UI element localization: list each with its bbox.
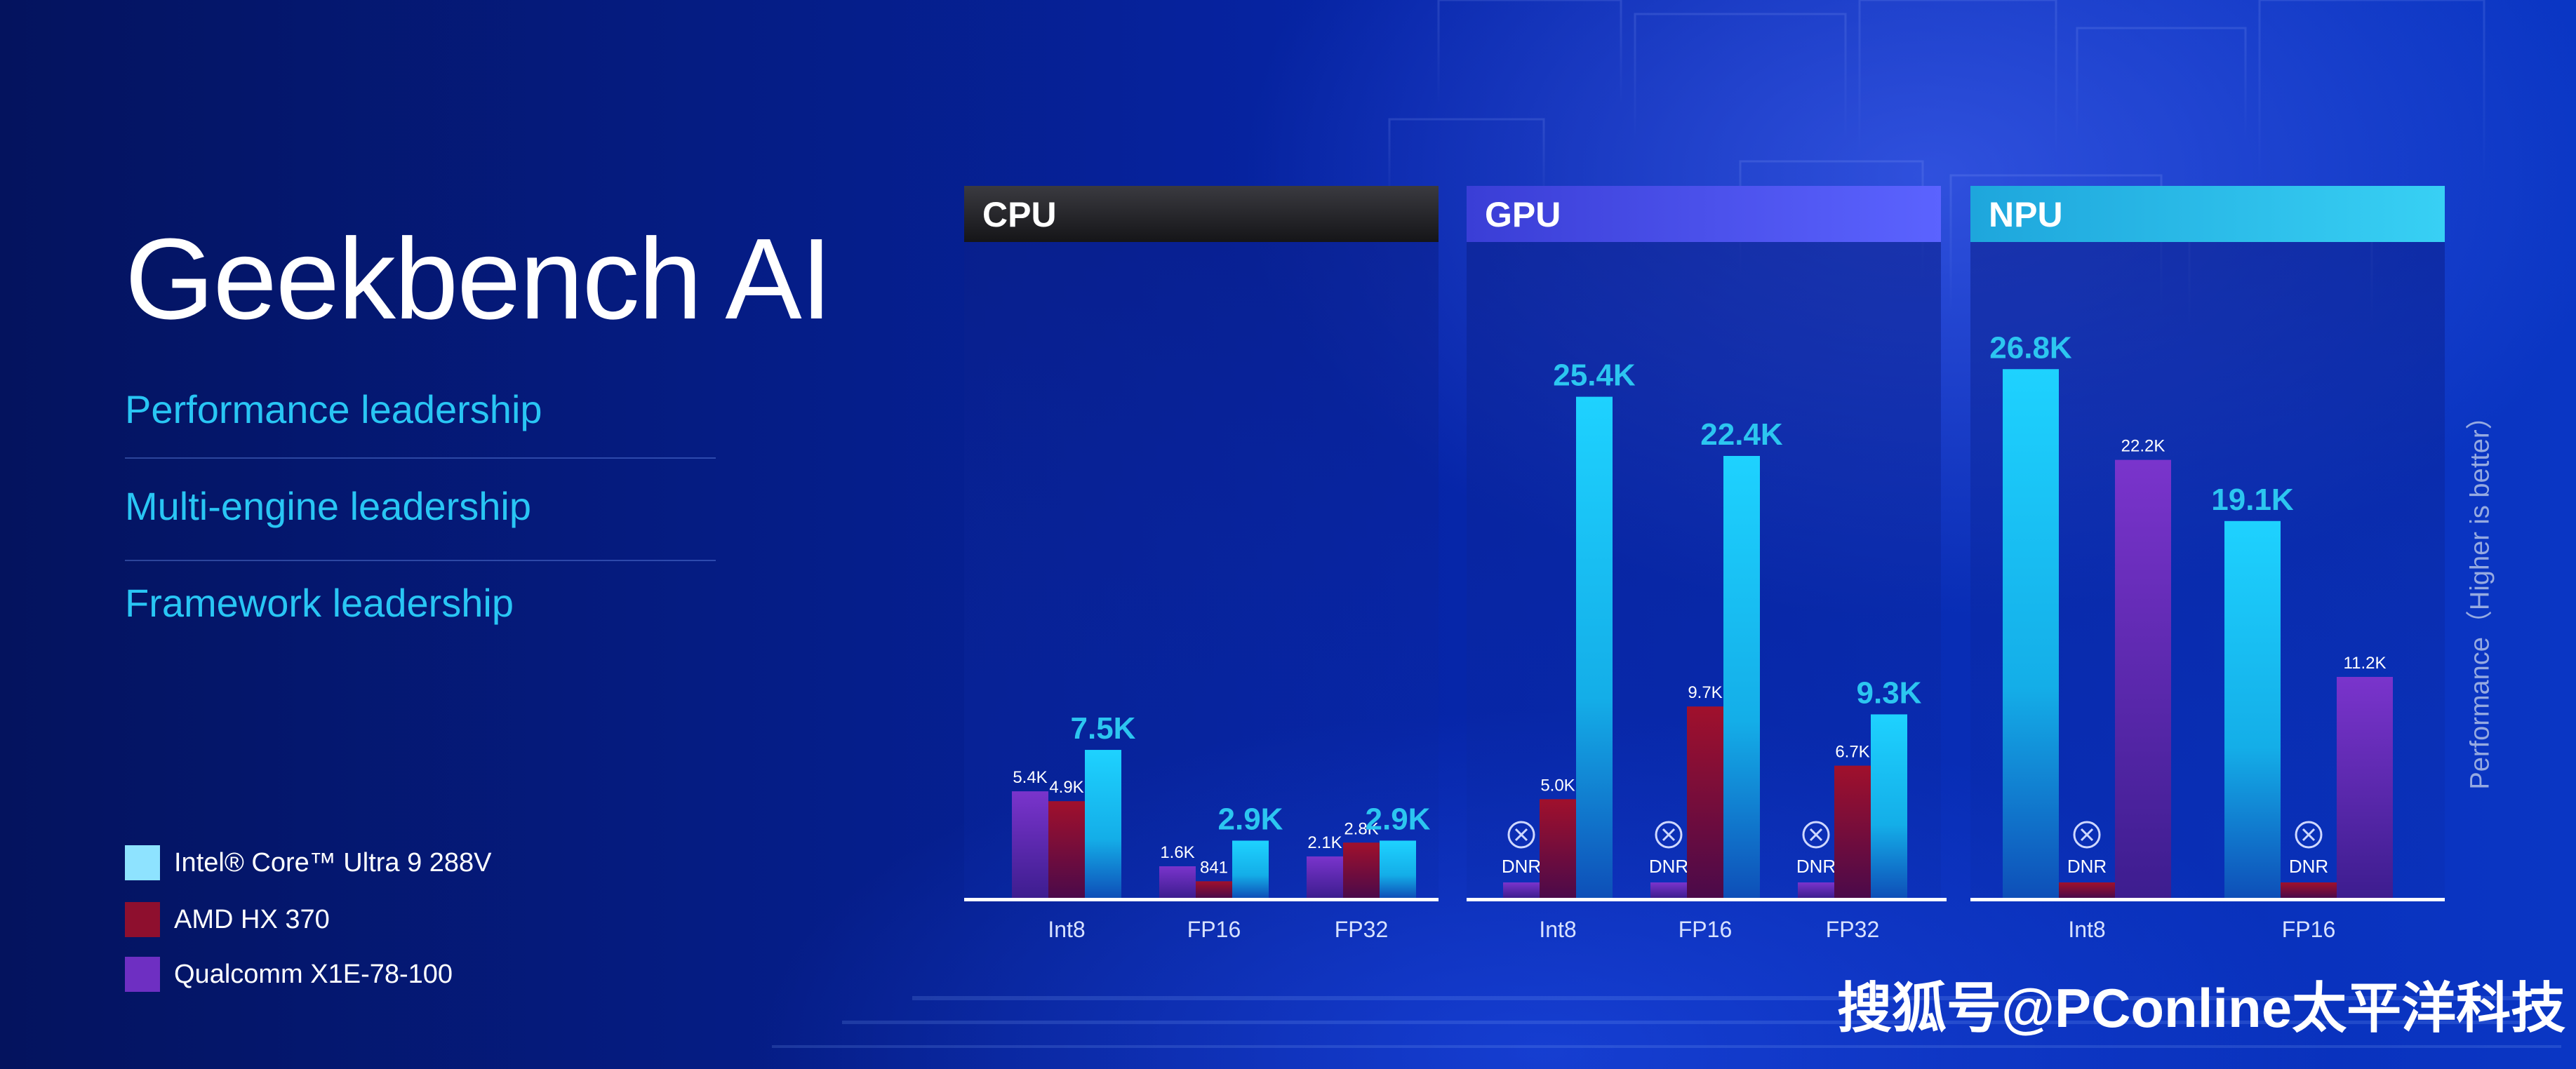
bar-value-label: 2.8K <box>1344 819 1378 838</box>
bar-intel <box>1380 840 1416 898</box>
bar-qualcomm <box>1012 791 1048 898</box>
bar-qualcomm <box>1307 856 1343 898</box>
bar-qualcomm <box>2337 677 2393 898</box>
bar-amd <box>1048 801 1085 898</box>
page-title: Geekbench AI <box>125 215 832 343</box>
bar-value-label: 2.9K <box>1218 802 1283 836</box>
legend-label: Intel® Core™ Ultra 9 288V <box>174 847 492 878</box>
chart-panel-cpu: CPU5.4K4.9K7.5KInt81.6K8412.9KFP162.1K2.… <box>964 186 1439 942</box>
panel-header <box>1970 186 2445 242</box>
dnr-icon-cross <box>1809 828 1823 842</box>
dnr-icon <box>1655 821 1683 849</box>
watermark: 搜狐号@PConline太平洋科技 <box>1837 977 2566 1039</box>
bar-qualcomm-dnr <box>1503 882 1540 898</box>
dnr-icon-cross <box>2302 828 2316 842</box>
bar-value-label: 9.7K <box>1688 683 1722 702</box>
bar-intel <box>2224 520 2281 898</box>
bar-intel <box>1232 840 1269 898</box>
bar-amd-dnr <box>2059 882 2115 898</box>
bar-value-label: 4.9K <box>1049 778 1083 797</box>
bar-value-label: 19.1K <box>2211 483 2294 517</box>
bar-amd-dnr <box>2281 882 2337 898</box>
dnr-icon <box>1507 821 1535 849</box>
subtitle-performance: Performance leadership <box>125 387 542 431</box>
legend-swatch <box>125 957 160 992</box>
bar-value-label: 2.9K <box>1366 802 1431 836</box>
bar-intel <box>1871 714 1907 898</box>
bar-qualcomm <box>2115 459 2171 898</box>
subtitle-multi-engine: Multi-engine leadership <box>125 484 532 528</box>
dnr-icon <box>2073 821 2101 849</box>
bar-value-label: 841 <box>1200 858 1228 877</box>
bar-intel <box>1576 396 1613 898</box>
dnr-icon <box>2295 821 2323 849</box>
bar-value-label: 2.1K <box>1307 833 1342 852</box>
subtitle-framework: Framework leadership <box>125 581 514 625</box>
baseline <box>1970 898 2445 901</box>
subtitle-divider <box>125 560 716 561</box>
category-label: FP32 <box>1826 917 1879 942</box>
panel-header <box>1467 186 1941 242</box>
bar-amd <box>1834 765 1871 898</box>
bar-value-label: 7.5K <box>1071 711 1136 746</box>
category-label: FP16 <box>1187 917 1241 942</box>
bar-intel <box>1085 750 1121 898</box>
panel-header <box>964 186 1439 242</box>
dnr-icon-cross <box>2080 828 2094 842</box>
bar-qualcomm <box>1159 866 1196 898</box>
bar-amd <box>1540 799 1576 898</box>
category-label: FP16 <box>1679 917 1732 942</box>
bar-intel <box>2003 369 2059 898</box>
chart-panel-gpu: GPU DNR 5.0K 25.4K Int8 DNR 9.7K 22.4K FP16 DNR 6.… <box>1467 186 1947 942</box>
legend-swatch <box>125 902 160 937</box>
dnr-icon-cross <box>1514 828 1528 842</box>
baseline <box>1467 898 1947 901</box>
bar-value-label: 6.7K <box>1835 743 1869 762</box>
legend-item-intel: Intel® Core™ Ultra 9 288V <box>125 844 492 882</box>
legend-label: AMD HX 370 <box>174 904 330 934</box>
panel-title: GPU <box>1485 195 1561 234</box>
bar-value-label: 22.4K <box>1700 417 1783 452</box>
bar-label-dnr: DNR <box>1502 856 1541 877</box>
panel-title: NPU <box>1989 195 2063 234</box>
category-label: Int8 <box>1048 917 1085 942</box>
panel-background <box>964 242 1439 898</box>
bar-value-label: 5.0K <box>1540 776 1575 795</box>
category-label: Int8 <box>1539 917 1576 942</box>
bar-value-label: 11.2K <box>2344 654 2387 673</box>
y-axis-note: Performance（Higher is better） <box>2465 403 2495 790</box>
bar-label-dnr: DNR <box>1796 856 1836 877</box>
bar-value-label: 5.4K <box>1013 768 1047 787</box>
bar-intel <box>1723 456 1760 898</box>
subtitle-divider <box>125 457 716 459</box>
bar-value-label: 1.6K <box>1160 843 1194 862</box>
panel-title: CPU <box>982 195 1057 234</box>
legend-item-amd: AMD HX 370 <box>125 901 330 939</box>
bar-value-label: 9.3K <box>1857 675 1922 710</box>
category-label: Int8 <box>2068 917 2105 942</box>
legend-label: Qualcomm X1E-78-100 <box>174 959 453 989</box>
bar-value-label: 22.2K <box>2121 437 2165 456</box>
chart-panel-npu: NPU 26.8K DNR 22.2K Int8 19.1K DNR 11.2K FP16 <box>1970 186 2445 942</box>
bar-amd <box>1343 842 1380 898</box>
dnr-icon-cross <box>1662 828 1676 842</box>
legend-item-qualcomm: Qualcomm X1E-78-100 <box>125 955 453 993</box>
baseline <box>964 898 1439 901</box>
bar-value-label: 25.4K <box>1553 358 1636 393</box>
bar-qualcomm-dnr <box>1650 882 1687 898</box>
bar-amd <box>1687 706 1723 898</box>
bar-label-dnr: DNR <box>2289 856 2328 877</box>
category-label: FP32 <box>1335 917 1388 942</box>
bar-label-dnr: DNR <box>1649 856 1688 877</box>
bar-label-dnr: DNR <box>2067 856 2107 877</box>
dnr-icon <box>1802 821 1830 849</box>
legend-swatch <box>125 845 160 880</box>
bar-amd <box>1196 881 1232 898</box>
bar-value-label: 26.8K <box>1989 330 2072 365</box>
bar-qualcomm-dnr <box>1798 882 1834 898</box>
category-label: FP16 <box>2282 917 2335 942</box>
